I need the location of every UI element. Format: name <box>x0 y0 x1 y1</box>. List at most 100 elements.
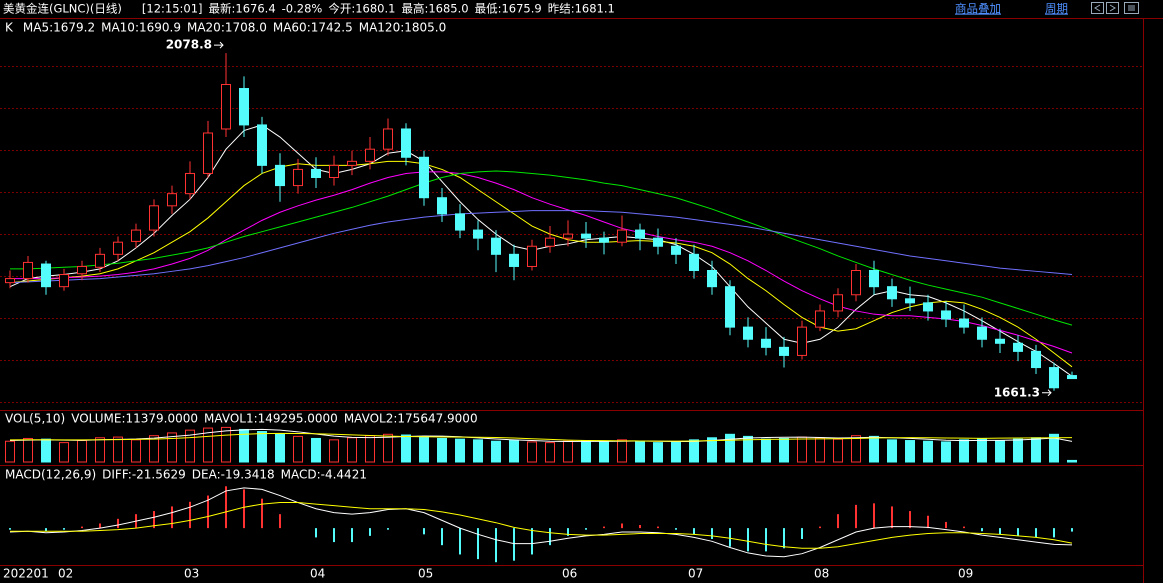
candle-body <box>491 237 501 255</box>
header: 美黄金连(GLNC)(日线) [12:15:01] 最新: 1676.4 -0.28% 今… <box>3 2 1068 16</box>
candle-body <box>5 278 15 284</box>
quote-value: 1675.9 <box>501 2 541 16</box>
candle-body <box>941 310 951 320</box>
indicator-line <box>10 502 1073 549</box>
volume-bar <box>671 441 681 463</box>
volume-bar <box>365 435 375 463</box>
volume-bar <box>797 436 807 463</box>
candle-body <box>239 88 249 126</box>
volume-bar <box>1067 459 1077 463</box>
volume-bar <box>149 435 159 463</box>
candle-body <box>509 253 519 267</box>
candle-body <box>437 197 447 215</box>
candle-body <box>185 172 195 195</box>
volume-bar <box>1013 438 1023 463</box>
toolbar-button[interactable]: 商品叠加 <box>955 2 1001 16</box>
legend-entry: VOLUME:11379.0000 <box>71 412 198 426</box>
candle-body <box>365 148 375 162</box>
candle-body <box>563 233 573 239</box>
candle-body <box>545 237 555 247</box>
legend-entry: MAVOL1:149295.0000 <box>204 412 338 426</box>
volume-bar <box>113 436 123 463</box>
candle-body <box>635 229 645 239</box>
candle-body <box>761 338 771 348</box>
x-tick-label: 03 <box>184 567 199 581</box>
volume-bar <box>1049 433 1059 463</box>
price-grid <box>0 40 1143 408</box>
volume-bar <box>293 435 303 463</box>
volume-bar <box>725 433 735 463</box>
x-tick-label: 02 <box>58 567 73 581</box>
candle-body <box>923 302 933 312</box>
x-tick-label: 09 <box>958 567 973 581</box>
legend-entry: MA120:1805.0 <box>359 21 447 35</box>
indicator-line <box>9 432 1073 442</box>
volume-bar <box>635 440 645 463</box>
volume-bar <box>221 426 231 463</box>
legend-entry: DEA:-19.3418 <box>192 468 275 482</box>
toolbar-button[interactable]: 周期 <box>1045 2 1068 16</box>
volume-bar <box>131 439 141 463</box>
volume-bar <box>887 439 897 463</box>
candle-body <box>527 245 537 267</box>
button[interactable] <box>1124 2 1139 14</box>
volume-bar <box>455 438 465 463</box>
volume-bar <box>779 437 789 463</box>
indicator-line <box>10 170 1073 326</box>
x-tick-label: 05 <box>418 567 433 581</box>
volume-bar <box>257 431 267 463</box>
candle-body <box>59 274 69 288</box>
quote-label: 昨结: <box>548 2 575 16</box>
candle-body <box>257 124 267 166</box>
candle-body <box>329 164 339 178</box>
quote-value: 1676.4 <box>235 2 275 16</box>
candle-body <box>959 318 969 328</box>
candle-body <box>77 265 87 275</box>
volume-bar <box>995 440 1005 463</box>
candle-body <box>869 270 879 288</box>
volume-bar <box>905 440 915 463</box>
volume-bar <box>833 438 843 463</box>
volume-bar <box>815 437 825 463</box>
candle-body <box>473 229 483 239</box>
volume-bar <box>689 439 699 463</box>
volume-bar <box>1031 437 1041 463</box>
volume-bar <box>167 432 177 463</box>
quote-value: 1680.1 <box>355 2 395 16</box>
volume-bar <box>707 437 717 463</box>
volume-bar <box>563 440 573 463</box>
plot: 2078.8 1661.3 K MA5:1679.2 MA10:1690.9 MA20:1… <box>3 21 1077 581</box>
button-icon <box>1094 4 1135 12</box>
volume-bar <box>761 438 771 463</box>
max-annotation: 2078.8 <box>166 38 212 52</box>
candle-body <box>455 213 465 231</box>
legend-entry: MA10:1690.9 <box>101 21 181 35</box>
candle-body <box>833 294 843 312</box>
candle-body <box>671 245 681 255</box>
instrument-title: 美黄金连(GLNC)(日线) <box>3 2 122 16</box>
volume-bar <box>653 442 663 463</box>
legend-entry: MACD:-4.4421 <box>281 468 367 482</box>
candle-body <box>779 346 789 356</box>
volume-bar <box>419 436 429 463</box>
panel-label: VOL(5,10) <box>5 412 65 426</box>
volume-bar <box>599 441 609 463</box>
candle-body <box>995 338 1005 344</box>
min-annotation: 1661.3 <box>994 385 1040 399</box>
x-tick-label: 202201 <box>3 567 49 581</box>
volume-bar <box>617 439 627 463</box>
candle-body <box>689 253 699 272</box>
candle-body <box>221 83 231 130</box>
button[interactable] <box>1091 2 1104 14</box>
quote-value: -0.28% <box>282 2 323 16</box>
volume-bar <box>851 435 861 463</box>
volume-bar <box>5 440 15 463</box>
button[interactable] <box>1106 2 1119 14</box>
candle-body <box>41 263 51 288</box>
window-buttons[interactable] <box>1091 2 1139 14</box>
candle-body <box>581 233 591 239</box>
volume-bar <box>95 437 105 463</box>
candle-body <box>131 229 141 242</box>
quote-label: 最新: <box>209 2 236 16</box>
panel-label: K <box>5 21 14 35</box>
